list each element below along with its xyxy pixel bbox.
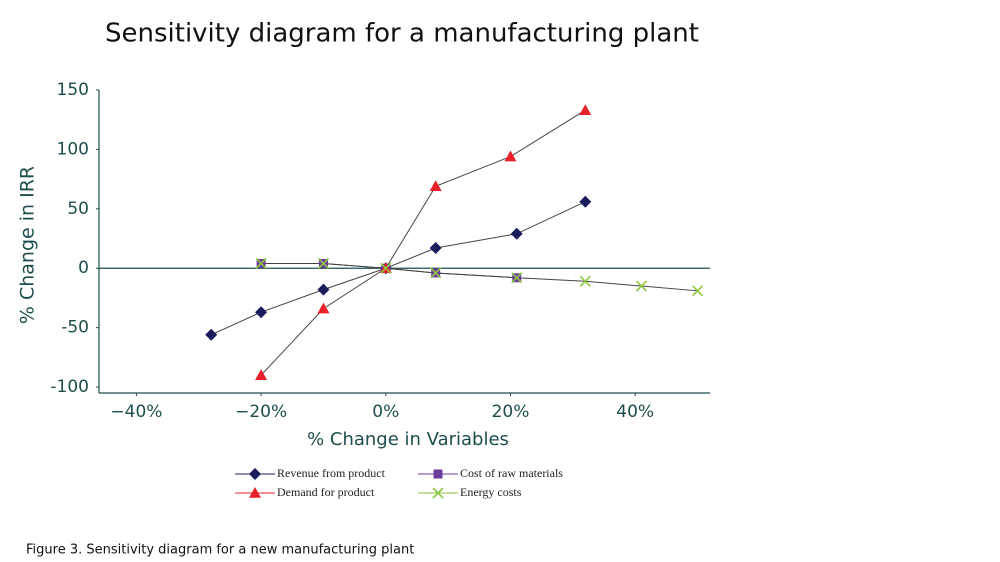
legend-label: Energy costs [460, 485, 522, 499]
data-point [317, 257, 330, 270]
x-tick-label: 0% [372, 402, 399, 422]
y-tick-label: 0 [78, 258, 89, 278]
caption: Figure 3. Sensitivity diagram for a new … [26, 543, 414, 558]
y-axis-title: % Change in IRR [17, 166, 39, 324]
data-point [255, 257, 267, 270]
x-tick-label: −20% [235, 402, 287, 422]
legend-label: Cost of raw materials [460, 466, 563, 480]
data-point [429, 180, 442, 192]
legend-label: Demand for product [277, 485, 375, 499]
data-point [579, 275, 591, 287]
data-point [255, 369, 268, 380]
data-point [635, 280, 647, 292]
y-tick-label: -50 [61, 318, 89, 338]
data-point [504, 150, 517, 162]
data-point [429, 242, 442, 255]
y-tick-label: 150 [57, 80, 89, 100]
series-line [261, 262, 698, 292]
y-tick-label: 100 [57, 139, 89, 159]
series-line [260, 109, 586, 376]
chart-title: Sensitivity diagram for a manufacturing … [105, 19, 699, 49]
legend-marker [433, 469, 443, 479]
legend-marker [432, 487, 444, 499]
x-tick-label: 20% [492, 402, 530, 422]
data-point [255, 306, 268, 319]
data-point [430, 267, 442, 279]
data-point [205, 328, 218, 341]
x-axis-title: % Change in Variables [307, 429, 509, 450]
x-tick-label: −40% [110, 402, 162, 422]
data-point [510, 227, 523, 240]
data-point [317, 302, 330, 314]
legend-marker [249, 487, 261, 498]
data-point [691, 285, 704, 297]
legend-label: Revenue from product [277, 466, 386, 480]
legend-marker [249, 468, 261, 480]
data-point [579, 195, 592, 208]
data-point [380, 262, 392, 274]
x-tick-label: 40% [616, 402, 654, 422]
y-tick-label: 50 [67, 199, 89, 219]
y-tick-label: -100 [50, 377, 89, 397]
data-point [579, 104, 592, 115]
data-point [511, 272, 523, 284]
data-point [317, 283, 330, 296]
